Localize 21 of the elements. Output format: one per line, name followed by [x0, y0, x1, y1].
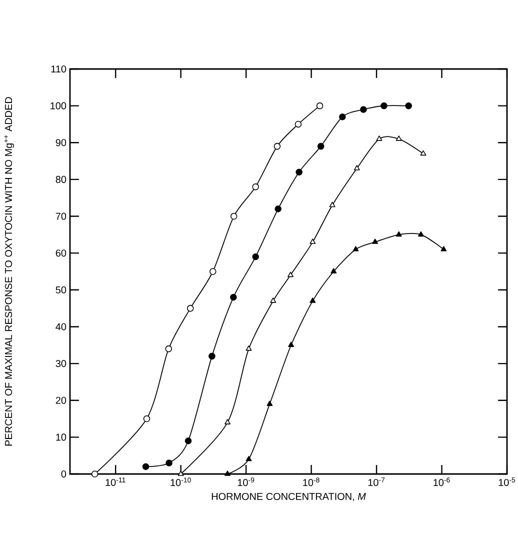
y-tick-label: 60 — [56, 250, 66, 257]
x-tick-label: 10$^{-6}$ — [434, 478, 450, 486]
x-tick-label: 10$^{-9}$ — [238, 478, 254, 486]
x-tick-label: 10$^{-10}$ — [170, 478, 191, 486]
y-tick-label: 100 — [50, 102, 66, 110]
y-tick-label: 40 — [56, 323, 66, 330]
y-axis-title: PERCENT OF MAXIMAL RESPONSE TO OXYTOCIN WITH NO Mg$^{++}$ ADDED — [4, 97, 14, 446]
x-tick-label: 10$^{-11}$ — [106, 478, 126, 486]
y-tick-label: 20 — [56, 396, 66, 404]
x-tick-label: 10$^{-8}$ — [303, 478, 320, 486]
y-tick-label: 0 — [61, 470, 66, 478]
y-tick-label: 30 — [56, 360, 66, 368]
x-tick-label: 10$^{-7}$ — [368, 478, 385, 486]
y-tick-label: 90 — [56, 139, 66, 146]
y-tick-label: 110 — [51, 65, 66, 73]
x-axis-title: HORMONE CONCENTRATION, M — [212, 492, 366, 502]
y-tick-label: 50 — [56, 286, 66, 294]
y-tick-label: 70 — [56, 212, 66, 220]
y-tick-label: 80 — [56, 176, 66, 183]
x-tick-label: 10$^{-5}$ — [498, 478, 516, 486]
y-tick-label: 10 — [56, 434, 66, 441]
